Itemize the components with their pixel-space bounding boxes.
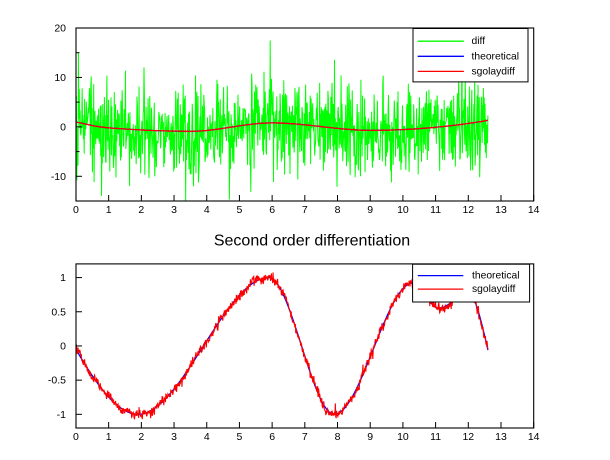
- svg-text:0: 0: [60, 340, 66, 352]
- svg-text:4: 4: [204, 431, 210, 443]
- svg-text:11: 11: [430, 431, 441, 443]
- svg-text:7: 7: [302, 204, 308, 216]
- svg-text:6: 6: [269, 431, 275, 443]
- svg-text:10: 10: [397, 431, 409, 443]
- svg-text:Second order differentiation: Second order differentiation: [214, 233, 410, 250]
- svg-text:13: 13: [495, 204, 507, 216]
- svg-text:20: 20: [54, 23, 66, 35]
- svg-text:5: 5: [237, 431, 243, 443]
- svg-text:0: 0: [73, 204, 79, 216]
- svg-text:sgolaydiff: sgolaydiff: [472, 284, 515, 295]
- svg-text:6: 6: [269, 204, 275, 216]
- svg-text:diff: diff: [472, 36, 486, 47]
- svg-text:14: 14: [528, 204, 540, 216]
- svg-text:3: 3: [171, 204, 177, 216]
- svg-text:theoretical: theoretical: [472, 271, 520, 282]
- svg-text:9: 9: [367, 431, 373, 443]
- svg-text:10: 10: [397, 204, 409, 216]
- svg-text:7: 7: [302, 431, 308, 443]
- svg-text:1: 1: [106, 204, 112, 216]
- svg-text:5: 5: [237, 204, 243, 216]
- svg-text:9: 9: [367, 204, 373, 216]
- svg-text:1: 1: [106, 431, 112, 443]
- svg-text:10: 10: [54, 72, 66, 84]
- svg-text:8: 8: [335, 204, 341, 216]
- svg-text:13: 13: [495, 431, 507, 443]
- svg-text:1: 1: [60, 272, 66, 284]
- svg-text:11: 11: [430, 204, 441, 216]
- svg-text:-10: -10: [51, 171, 66, 183]
- svg-text:2: 2: [138, 204, 144, 216]
- svg-text:12: 12: [462, 431, 474, 443]
- svg-text:-1: -1: [57, 409, 66, 421]
- svg-text:12: 12: [462, 204, 474, 216]
- svg-text:0: 0: [60, 121, 66, 133]
- svg-text:8: 8: [335, 431, 341, 443]
- svg-text:0.5: 0.5: [51, 306, 66, 318]
- svg-text:2: 2: [138, 431, 144, 443]
- svg-text:theoretical: theoretical: [472, 51, 520, 62]
- svg-text:-0.5: -0.5: [48, 375, 66, 387]
- svg-text:3: 3: [171, 431, 177, 443]
- svg-text:4: 4: [204, 204, 210, 216]
- svg-text:0: 0: [73, 431, 79, 443]
- svg-text:sgolaydiff: sgolaydiff: [472, 66, 515, 77]
- svg-text:14: 14: [528, 431, 540, 443]
